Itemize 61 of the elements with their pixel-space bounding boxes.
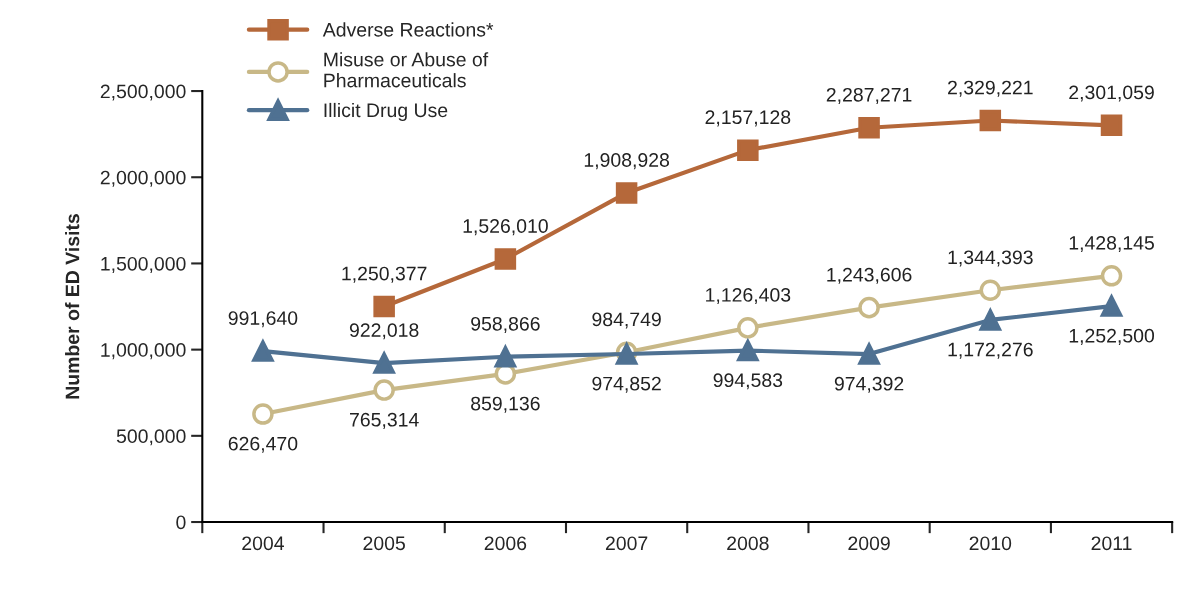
point xyxy=(858,116,880,139)
y-tick-label: 500,000 xyxy=(116,429,186,446)
point xyxy=(1100,265,1123,287)
point xyxy=(1100,295,1123,317)
y-tick-label: 1,000,000 xyxy=(101,343,186,360)
point xyxy=(373,379,395,401)
point xyxy=(979,279,1002,302)
data-label: 1,428,145 xyxy=(1069,235,1154,253)
y-tick-label: 1,500,000 xyxy=(101,256,186,273)
data-label: 2,287,271 xyxy=(826,87,912,104)
x-tick-label: 2006 xyxy=(484,536,527,551)
data-label: 2,157,128 xyxy=(705,110,791,127)
x-tick-label: 2008 xyxy=(727,536,769,551)
legend-label: Illicit Drug Use xyxy=(324,102,448,122)
data-label: 974,392 xyxy=(834,376,904,393)
data-label: 984,749 xyxy=(592,312,661,329)
data-label: 994,583 xyxy=(713,373,783,390)
y-tick-label: 0 xyxy=(176,515,186,530)
data-label: 2,329,221 xyxy=(948,80,1033,97)
data-label: 958,866 xyxy=(471,316,540,333)
data-label: 922,018 xyxy=(349,323,419,340)
point xyxy=(252,403,274,425)
point xyxy=(494,345,517,368)
point xyxy=(1100,114,1123,137)
data-label: 626,470 xyxy=(228,436,298,453)
x-tick-label: 2011 xyxy=(1091,536,1132,551)
point xyxy=(737,317,759,339)
data-label: 1,252,500 xyxy=(1069,328,1155,345)
point xyxy=(858,296,880,319)
data-label: 1,243,606 xyxy=(827,267,912,284)
point xyxy=(979,109,1002,132)
point xyxy=(494,248,517,270)
point xyxy=(373,352,395,374)
x-tick-label: 2007 xyxy=(605,536,648,551)
y-tick-label: 2,500,000 xyxy=(100,84,186,101)
data-label: 1,250,377 xyxy=(342,266,427,283)
legend-label: Misuse or Abuse of Pharmaceuticals xyxy=(324,52,489,88)
y-tick-label: 2,000,000 xyxy=(100,170,186,187)
data-label: 1,908,928 xyxy=(584,153,670,170)
y-axis-title: Number of ED Visits xyxy=(65,214,80,399)
x-tick-label: 2005 xyxy=(363,536,405,551)
data-label: 1,126,403 xyxy=(706,288,791,305)
point xyxy=(979,309,1002,331)
data-label: 974,852 xyxy=(592,376,661,393)
x-tick-label: 2009 xyxy=(848,536,890,551)
point xyxy=(373,295,395,318)
point xyxy=(737,139,759,161)
data-label: 1,172,276 xyxy=(948,342,1033,359)
point xyxy=(737,339,759,362)
x-tick-label: 2010 xyxy=(969,536,1012,551)
data-label: 1,526,010 xyxy=(463,219,548,236)
data-label: 2,301,059 xyxy=(1069,85,1154,102)
point xyxy=(252,340,274,362)
legend-label: Adverse Reactions* xyxy=(322,22,494,37)
point xyxy=(858,343,880,365)
x-tick-label: 2004 xyxy=(242,536,284,551)
data-label: 991,640 xyxy=(228,311,298,328)
data-label: 1,344,393 xyxy=(948,250,1033,267)
data-label: 859,136 xyxy=(471,396,540,413)
data-label: 765,314 xyxy=(350,412,419,429)
point xyxy=(615,182,638,204)
